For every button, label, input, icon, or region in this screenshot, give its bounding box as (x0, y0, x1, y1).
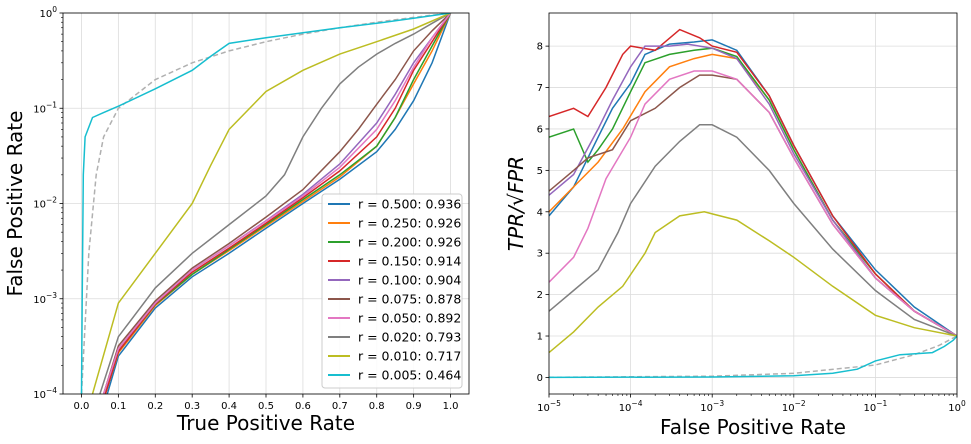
right-y-tick-label: 7 (537, 83, 543, 94)
left-series-line (106, 13, 452, 394)
left-chart-roc: 0.0 0.1 0.2 0.3 0.4 0.5 0.6 0.7 0.8 0.9 1.0 10−4 10−… (3, 5, 470, 435)
left-series-line (91, 13, 451, 394)
right-series-line (549, 28, 957, 337)
right-y-tick-label: 8 (537, 42, 543, 53)
right-chart-significance: 10−5 10−4 10−3 10−2 10−1 100 0 1 2 3 4 5 6 7 8 False Po… (504, 12, 966, 439)
legend-entry: r = 0.250: 0.926 (358, 216, 461, 231)
left-y-tick-label: 10−1 (33, 100, 57, 115)
right-x-tick-label: 10−5 (537, 399, 561, 414)
right-series-line (549, 335, 957, 379)
right-x-tick-label: 10−3 (700, 399, 724, 414)
left-curves (80, 13, 452, 394)
right-curves (549, 28, 957, 379)
left-y-axis-label: False Positive Rate (3, 111, 27, 297)
right-x-tick-label: 10−1 (864, 399, 888, 414)
left-series-line (102, 13, 452, 394)
left-x-tick-label: 0.9 (406, 401, 422, 412)
left-y-tick-label: 10−4 (33, 386, 57, 401)
right-series-line (549, 47, 957, 337)
left-x-tick-label: 0.4 (221, 401, 237, 412)
legend-entry: r = 0.010: 0.717 (358, 349, 461, 364)
left-x-axis-label: True Positive Rate (176, 411, 355, 435)
legend-box (321, 193, 463, 389)
left-x-tick-label: 0.7 (332, 401, 348, 412)
left-x-tick-label: 0.0 (74, 401, 90, 412)
left-x-tick-label: 0.6 (295, 401, 311, 412)
legend-entry: r = 0.150: 0.914 (358, 254, 461, 269)
left-x-tick-label: 0.3 (184, 401, 200, 412)
right-x-tick-label: 10−2 (782, 399, 806, 414)
legend-entry: r = 0.500: 0.936 (358, 197, 461, 212)
right-axes-frame (548, 12, 958, 395)
right-reference-curve (549, 335, 957, 379)
left-y-tick-label: 10−2 (33, 196, 57, 211)
right-y-tick-label: 1 (537, 332, 543, 343)
right-x-tick-label: 100 (948, 399, 966, 414)
left-y-tick-label: 100 (39, 5, 57, 20)
left-x-tick-label: 0.1 (110, 401, 126, 412)
right-y-tick-label: 4 (537, 207, 543, 218)
left-x-tick-label: 0.8 (369, 401, 385, 412)
right-y-axis-label: TPR/√FPR (504, 156, 528, 251)
left-x-tick-label: 1.0 (443, 401, 459, 412)
legend-entry: r = 0.200: 0.926 (358, 235, 461, 250)
right-series-line (549, 43, 957, 337)
legend-entry: r = 0.005: 0.464 (358, 368, 461, 383)
right-y-tick-label: 6 (537, 124, 543, 135)
right-series-line (549, 70, 957, 337)
left-y-tick-label: 10−3 (33, 291, 57, 306)
right-y-tick-label: 5 (537, 166, 543, 177)
left-reference-curve (80, 13, 451, 394)
left-x-tick-label: 0.2 (147, 401, 163, 412)
legend-entry: r = 0.050: 0.892 (358, 311, 461, 326)
legend-entry: r = 0.100: 0.904 (358, 273, 461, 288)
left-x-tick-label: 0.5 (258, 401, 274, 412)
legend-entry: r = 0.020: 0.793 (358, 330, 461, 345)
right-series-line (549, 39, 957, 337)
legend-entry: r = 0.075: 0.878 (358, 292, 461, 307)
right-x-tick-label: 10−4 (619, 399, 643, 414)
right-y-tick-label: 3 (537, 249, 543, 260)
right-series-line (549, 211, 957, 354)
right-x-axis-label: False Positive Rate (660, 415, 846, 439)
left-series-line (80, 13, 451, 394)
left-series-line (102, 13, 452, 394)
left-series-line (99, 13, 451, 394)
right-y-tick-label: 0 (537, 373, 543, 384)
right-series-line (549, 124, 957, 337)
right-y-tick-label: 2 (537, 290, 543, 301)
